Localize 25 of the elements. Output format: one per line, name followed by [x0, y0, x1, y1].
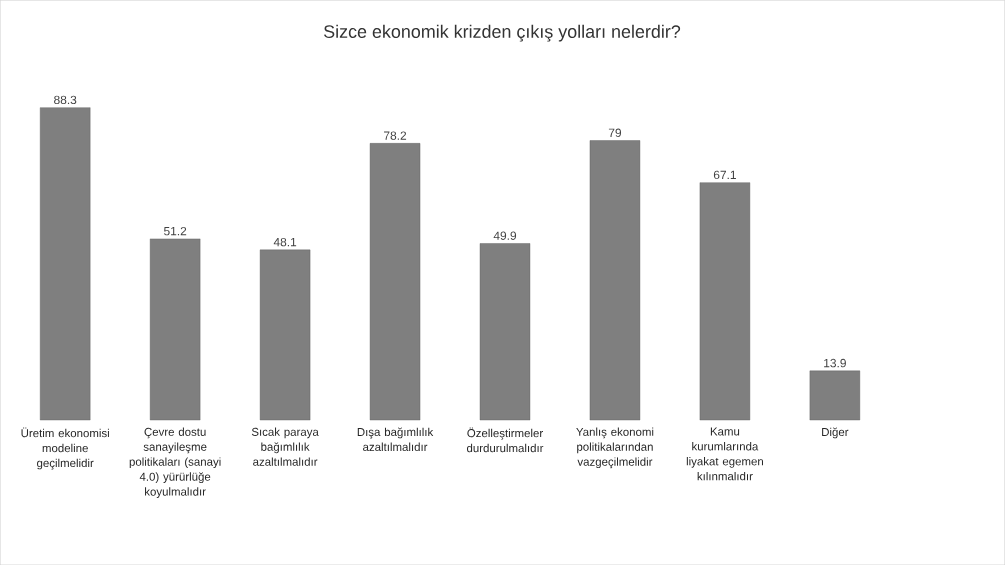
- data-label: 48.1: [273, 237, 297, 247]
- x-tick-label: Yanlış ekonomi politikalarından vazgeçilmelidir: [576, 427, 654, 469]
- x-tick-label: Çevre dostu sanayileşme politikaları (sanayi 4.0) yürürlüğe koyulmalıdır: [129, 427, 221, 498]
- bar: [809, 370, 861, 421]
- bar: [369, 143, 421, 421]
- bar: [699, 182, 751, 421]
- data-label: 13.9: [824, 358, 846, 368]
- data-label: 67.1: [713, 170, 736, 180]
- x-tick-label: Özelleştirmeler durdurulmalıdır: [466, 427, 544, 453]
- x-tick-label: Diğer: [822, 427, 849, 439]
- x-tick-label: Üretim ekonomisi modeline geçilmelidir: [21, 427, 109, 470]
- bar: [479, 243, 531, 421]
- x-tick-label: Kamu kurumlarında liyakat egemen kılınmalıdır: [686, 427, 763, 481]
- data-label: 88.3: [54, 95, 77, 105]
- data-label: 79: [608, 128, 622, 137]
- data-label: 49.9: [493, 231, 517, 240]
- chart-title: Sizce ekonomik krizden çıkış yolları nelerdir?: [323, 24, 681, 42]
- bar: [589, 140, 641, 421]
- data-label: 78.2: [384, 131, 407, 140]
- bar: [259, 249, 311, 421]
- x-tick-label: Dışa bağımlılık azaltılmalıdır: [357, 427, 434, 451]
- bar: [149, 238, 201, 421]
- data-label: 51.2: [164, 226, 187, 236]
- x-tick-label: Sıcak paraya bağımlılık azaltılmalıdır: [251, 427, 319, 466]
- bar: [40, 107, 91, 421]
